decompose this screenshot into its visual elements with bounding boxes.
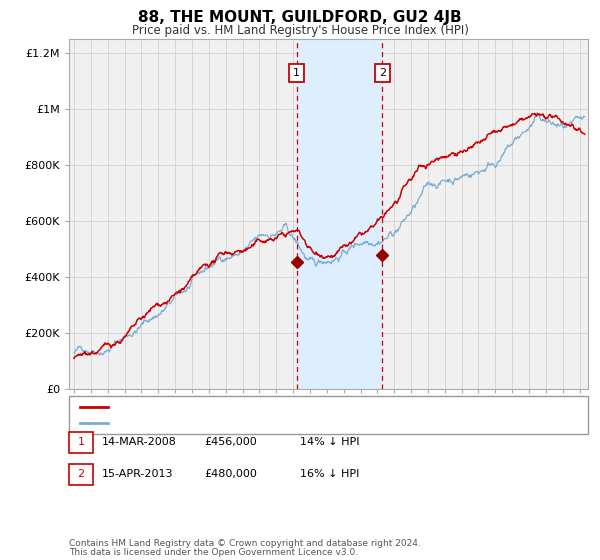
Text: £480,000: £480,000 [204, 469, 257, 479]
Text: 88, THE MOUNT, GUILDFORD, GU2 4JB: 88, THE MOUNT, GUILDFORD, GU2 4JB [138, 10, 462, 25]
Text: 2: 2 [77, 469, 85, 479]
Text: 2: 2 [379, 68, 386, 78]
Text: 1: 1 [293, 68, 300, 78]
Text: 16% ↓ HPI: 16% ↓ HPI [300, 469, 359, 479]
Text: HPI: Average price, detached house, Guildford: HPI: Average price, detached house, Guil… [114, 418, 355, 428]
Text: 88, THE MOUNT, GUILDFORD, GU2 4JB (detached house): 88, THE MOUNT, GUILDFORD, GU2 4JB (detac… [114, 402, 408, 412]
Text: £456,000: £456,000 [204, 437, 257, 447]
Text: 15-APR-2013: 15-APR-2013 [102, 469, 173, 479]
Text: Price paid vs. HM Land Registry's House Price Index (HPI): Price paid vs. HM Land Registry's House … [131, 24, 469, 36]
Text: This data is licensed under the Open Government Licence v3.0.: This data is licensed under the Open Gov… [69, 548, 358, 557]
Text: 1: 1 [77, 437, 85, 447]
Bar [296, 39, 382, 389]
Text: Contains HM Land Registry data © Crown copyright and database right 2024.: Contains HM Land Registry data © Crown c… [69, 539, 421, 548]
Text: 14% ↓ HPI: 14% ↓ HPI [300, 437, 359, 447]
Text: 14-MAR-2008: 14-MAR-2008 [102, 437, 177, 447]
